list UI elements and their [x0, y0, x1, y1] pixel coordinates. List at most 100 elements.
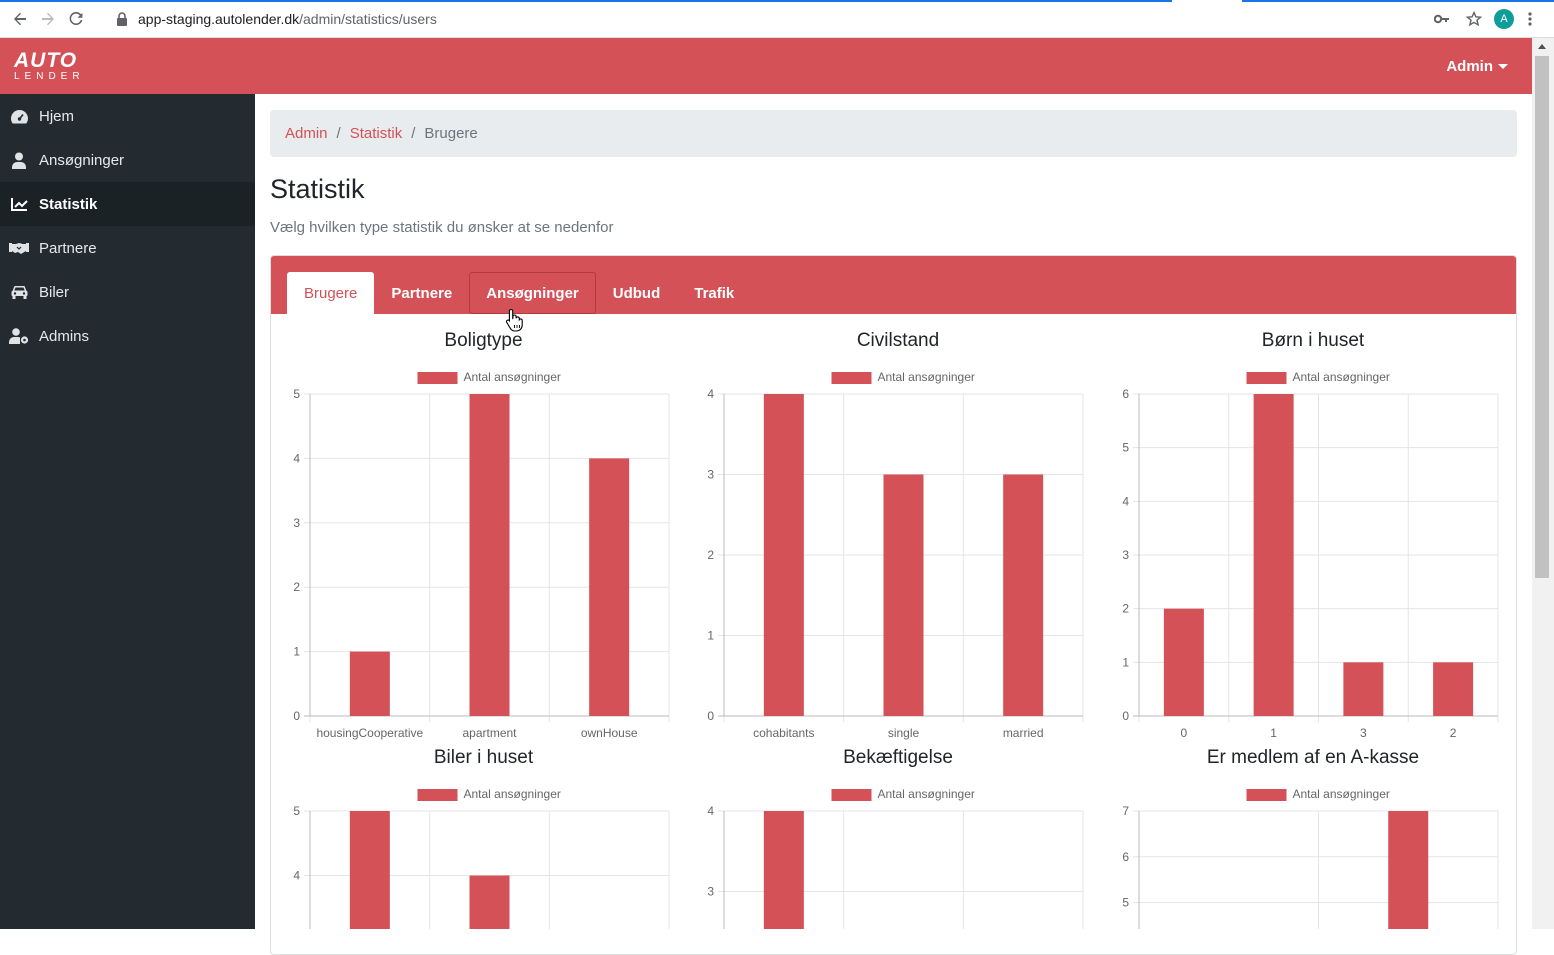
bar: [1163, 608, 1204, 716]
legend-swatch: [417, 372, 458, 384]
y-tick-label: 2: [293, 580, 300, 594]
tab-brugere[interactable]: Brugere: [287, 272, 375, 314]
sidebar-item-partnere[interactable]: Partnere: [0, 226, 255, 270]
card-header: Brugere Partnere Ansøgninger Udbud Trafi…: [271, 256, 1516, 314]
bar: [1003, 474, 1044, 716]
sidebar-item-label: Hjem: [39, 107, 75, 125]
y-tick-label: 1: [1122, 655, 1129, 669]
admin-label: Admin: [1446, 57, 1493, 75]
hand-cursor-icon: [505, 308, 523, 332]
bar-chart: Antal ansøgninger 0 1 2 3 4 cohabitants single m…: [707, 370, 1084, 740]
dashboard-icon: [9, 106, 29, 126]
main-content: Admin / Statistik / Brugere Statistik Væ…: [255, 94, 1532, 955]
x-tick-label: apartment: [462, 726, 517, 740]
legend-swatch: [1246, 372, 1287, 384]
bar-chart: Antal ansøgninger 5 4: [293, 787, 670, 929]
sidebar-item-statistik[interactable]: Statistik: [0, 182, 255, 226]
chart-title: Børn i huset: [1261, 330, 1365, 351]
breadcrumb-admin-link[interactable]: Admin: [285, 125, 328, 142]
breadcrumb-separator: /: [336, 125, 341, 142]
bar: [1253, 394, 1294, 716]
sidebar-item-ansoegninger[interactable]: Ansøgninger: [0, 138, 255, 182]
bar: [469, 875, 510, 929]
star-icon[interactable]: [1466, 11, 1482, 27]
sidebar-item-label: Statistik: [39, 195, 98, 213]
bar: [1343, 662, 1384, 716]
x-tick-label: single: [888, 726, 920, 740]
bar: [763, 811, 804, 929]
address-bar[interactable]: app-staging.autolender.dk/admin/statisti…: [108, 5, 1470, 33]
y-tick-label: 6: [1122, 387, 1129, 401]
bar-chart: Antal ansøgninger 7 6 5: [1122, 787, 1499, 929]
bar: [349, 811, 390, 929]
y-tick-label: 4: [707, 387, 714, 401]
autolender-logo[interactable]: AUTO LENDER: [14, 49, 85, 82]
chart-title: Boligtype: [444, 330, 523, 351]
legend-swatch: [831, 372, 872, 384]
bar: [589, 458, 630, 716]
tab-trafik[interactable]: Trafik: [694, 285, 735, 302]
sidebar-item-label: Ansøgninger: [39, 151, 125, 169]
bar: [883, 474, 924, 716]
loading-bar: [0, 0, 1554, 2]
user-cog-icon: [9, 326, 29, 346]
tab-ansoegninger[interactable]: Ansøgninger: [469, 272, 596, 314]
sidebar-item-label: Partnere: [39, 239, 97, 257]
chart-title: Biler i huset: [433, 747, 534, 768]
breadcrumb-statistik-link[interactable]: Statistik: [349, 125, 403, 142]
caret-down-icon: [1498, 63, 1508, 69]
y-tick-label: 3: [707, 468, 714, 482]
tab-udbud[interactable]: Udbud: [612, 285, 661, 302]
page-scrollbar[interactable]: [1532, 38, 1554, 929]
forward-icon[interactable]: [34, 5, 62, 33]
menu-dots-icon[interactable]: [1528, 12, 1532, 26]
y-tick-label: 5: [293, 387, 300, 401]
app-header: AUTO LENDER Admin: [0, 38, 1532, 94]
chart-line-icon: [9, 194, 29, 214]
reload-icon[interactable]: [62, 5, 90, 33]
profile-avatar[interactable]: A: [1494, 9, 1514, 29]
x-tick-label: 2: [1450, 726, 1457, 740]
y-tick-label: 4: [293, 451, 300, 465]
lock-icon: [117, 12, 127, 26]
tab-partnere[interactable]: Partnere: [391, 285, 453, 302]
y-tick-label: 5: [1122, 441, 1129, 455]
bar: [349, 651, 390, 716]
legend-label: Antal ansøgninger: [1293, 787, 1390, 801]
sidebar-item-biler[interactable]: Biler: [0, 270, 255, 314]
y-tick-label: 6: [1122, 850, 1129, 864]
legend-swatch: [831, 789, 872, 801]
x-tick-label: married: [1003, 726, 1044, 740]
user-icon: [9, 150, 29, 170]
key-icon[interactable]: [1434, 14, 1450, 24]
bar-chart: Antal ansøgninger 0 1 2 3 4 5 6 0 1 3 2: [1122, 370, 1499, 740]
sidebar-item-admins[interactable]: Admins: [0, 314, 255, 358]
legend-label: Antal ansøgninger: [878, 787, 975, 801]
bar: [763, 394, 804, 716]
y-tick-label: 0: [293, 709, 300, 723]
legend-label: Antal ansøgninger: [878, 370, 975, 384]
y-tick-label: 1: [293, 645, 300, 659]
y-tick-label: 2: [1122, 602, 1129, 616]
legend-swatch: [1246, 789, 1287, 801]
scroll-up-icon[interactable]: [1538, 44, 1546, 49]
legend-label: Antal ansøgninger: [1293, 370, 1390, 384]
x-tick-label: ownHouse: [581, 726, 638, 740]
y-tick-label: 3: [1122, 548, 1129, 562]
y-tick-label: 2: [707, 548, 714, 562]
y-tick-label: 4: [707, 804, 714, 818]
bar-chart: Antal ansøgninger 4 3: [707, 787, 1084, 929]
scrollbar-thumb[interactable]: [1535, 56, 1549, 578]
sidebar-item-hjem[interactable]: Hjem: [0, 94, 255, 138]
x-tick-label: cohabitants: [753, 726, 814, 740]
back-icon[interactable]: [6, 5, 34, 33]
admin-dropdown[interactable]: Admin: [1446, 58, 1508, 75]
y-tick-label: 5: [293, 804, 300, 818]
y-tick-label: 5: [1122, 896, 1129, 910]
y-tick-label: 4: [293, 869, 300, 883]
breadcrumb: Admin / Statistik / Brugere: [270, 110, 1517, 157]
page-title: Statistik: [270, 174, 365, 204]
y-tick-label: 3: [707, 885, 714, 899]
y-tick-label: 0: [707, 709, 714, 723]
legend-label: Antal ansøgninger: [464, 370, 561, 384]
